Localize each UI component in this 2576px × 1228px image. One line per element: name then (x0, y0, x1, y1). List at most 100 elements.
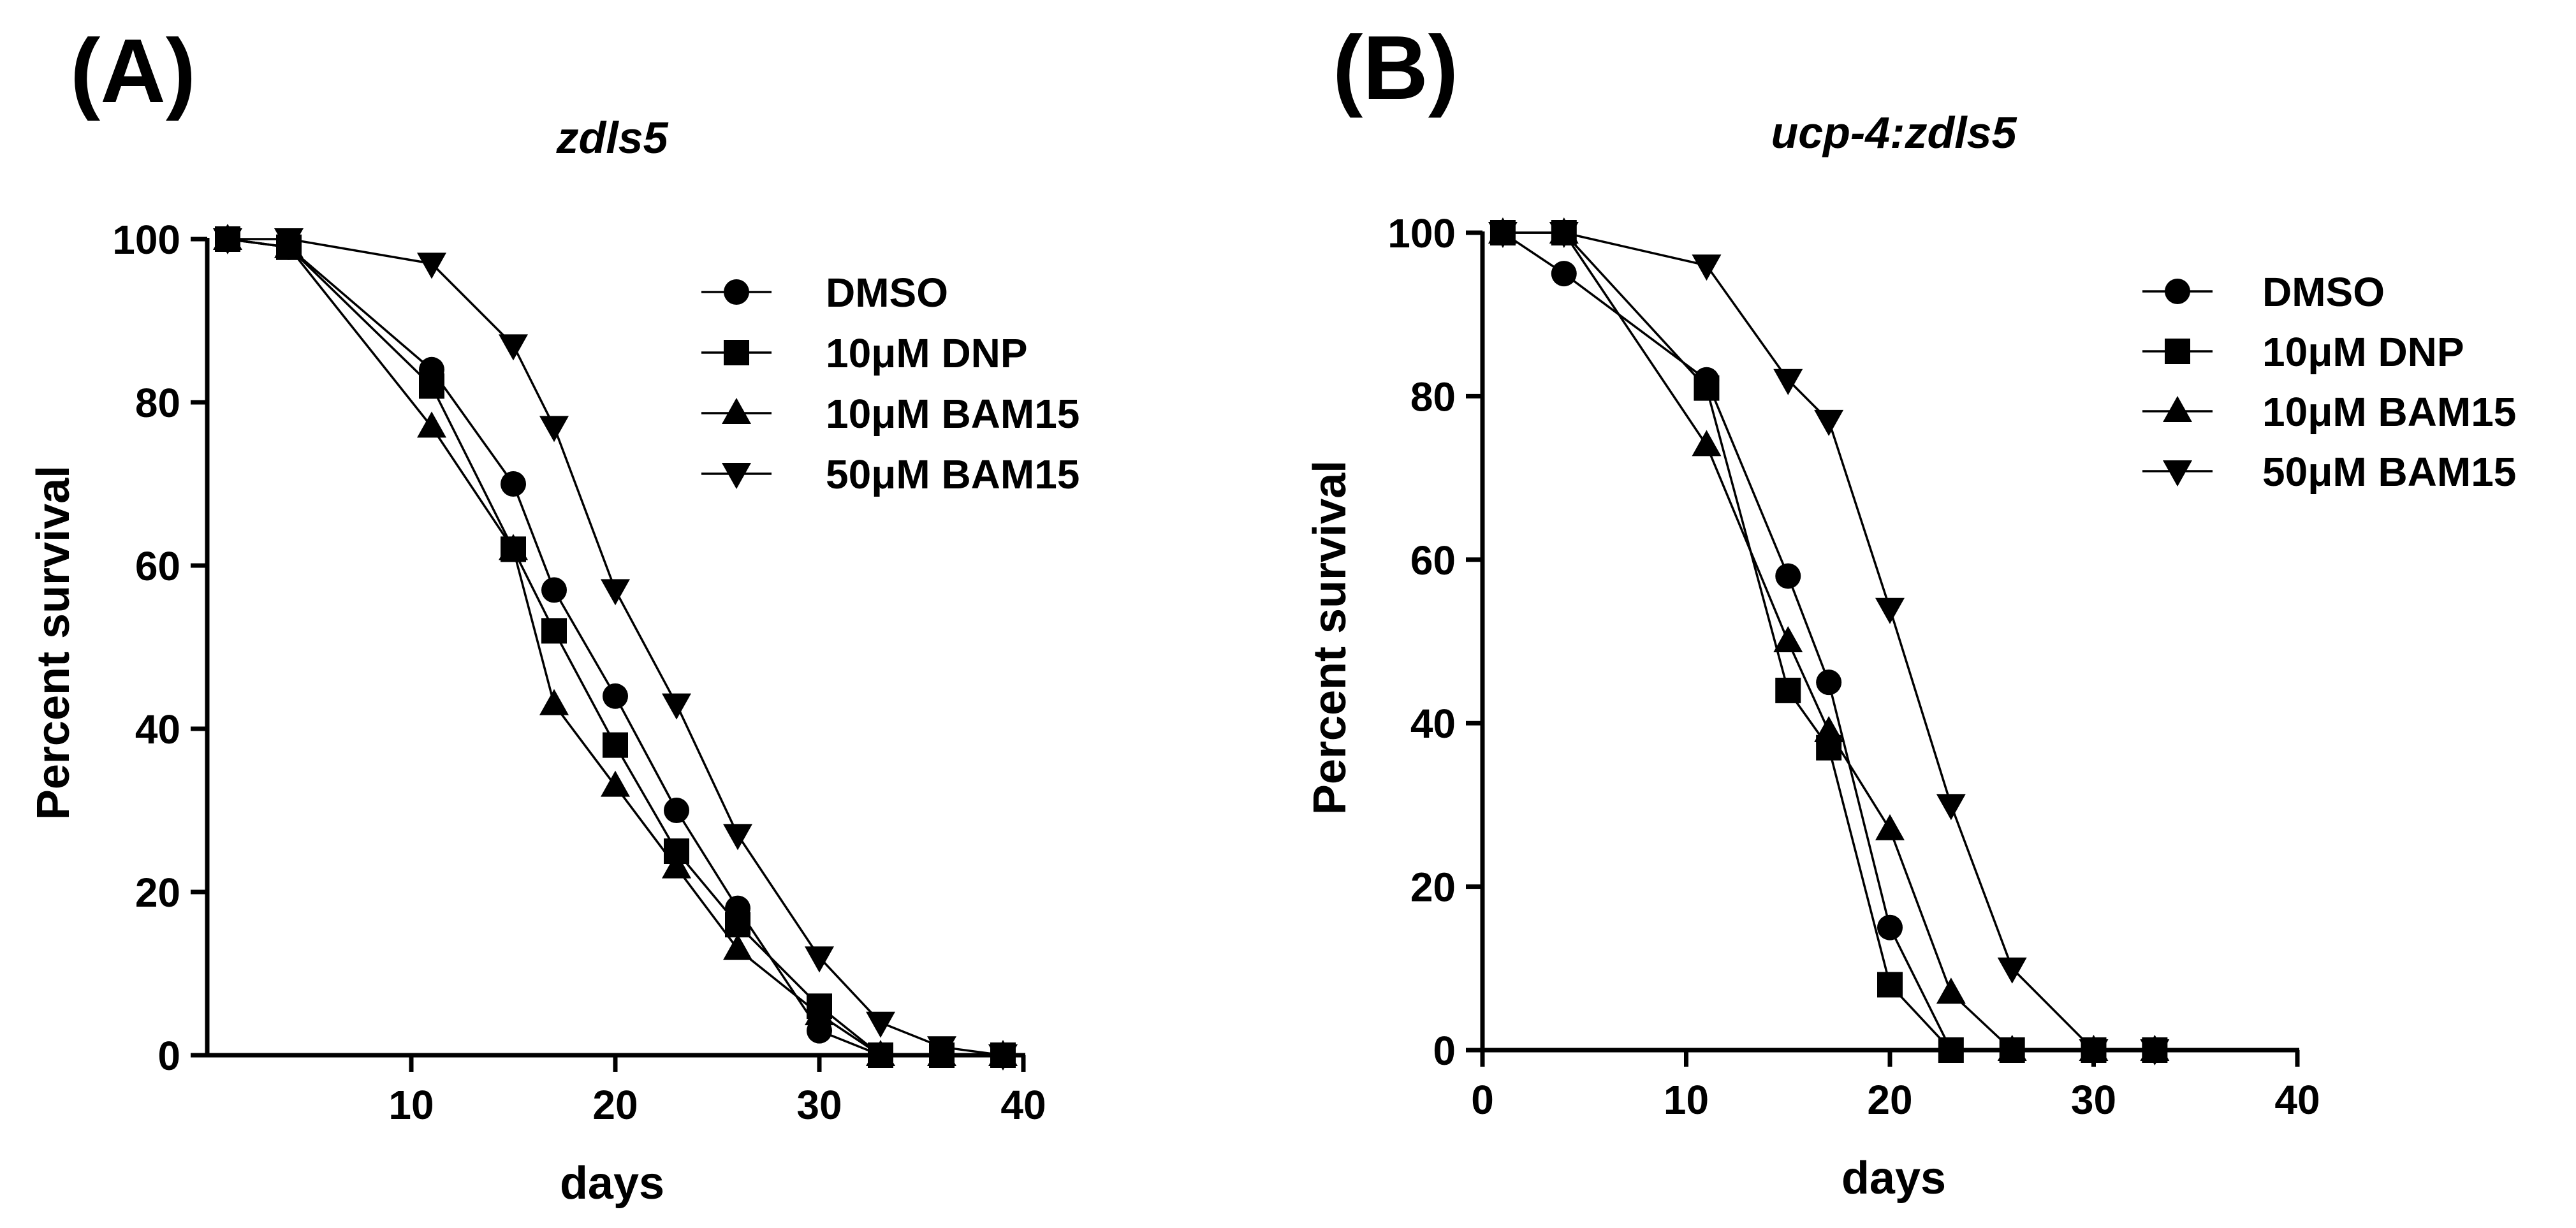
panel-a-legend-label: 10μM BAM15 (826, 391, 1079, 437)
panel-b-y-tick-label: 0 (1433, 1028, 1456, 1074)
panel-a-x-tick-label: 30 (796, 1082, 842, 1128)
panel-b-data-point (1775, 677, 1801, 703)
panel-b-legend-label: DMSO (2262, 269, 2385, 315)
panel-b-series-line-2 (1502, 231, 2155, 1051)
panel-b-y-tick-label: 60 (1410, 537, 1456, 583)
panel-a-data-point (499, 534, 528, 560)
panel-b-legend-marker (2165, 339, 2190, 364)
panel-a-data-point (603, 732, 628, 758)
panel-a-data-point (541, 577, 567, 603)
panel-b-data-point (1875, 814, 1905, 840)
panel-b-legend-label: 10μM BAM15 (2262, 389, 2516, 435)
panel-a-y-tick-label: 40 (135, 706, 180, 752)
panel-a-data-point (501, 471, 526, 497)
panel-b-series-line-3 (1502, 231, 2155, 1051)
panel-a-data-point (541, 618, 567, 644)
panel-b-data-point (2079, 1039, 2109, 1065)
panel-b-y-axis-label: Percent survival (1305, 460, 1356, 815)
panel-a-legend-label: 10μM DNP (826, 330, 1028, 376)
panel-a-data-point (664, 798, 689, 823)
panel-b-y-tick-label: 100 (1387, 210, 1456, 256)
panel-a-data-point (539, 416, 569, 442)
panel-a-letter: (A) (70, 20, 196, 122)
panel-b-x-axis-label: days (1841, 1153, 1946, 1204)
panel-a-data-point (725, 912, 750, 938)
panel-a-data-point (662, 693, 691, 720)
panel-b-letter: (B) (1333, 17, 1458, 119)
panel-b-data-point (1875, 597, 1905, 624)
panel-b-title: ucp-4:zdls5 (1771, 108, 2017, 157)
panel-b-y-tick-label: 40 (1410, 701, 1456, 747)
panel-a-data-point (723, 933, 752, 960)
panel-a-legend-marker (724, 340, 749, 365)
panel-a-legend-label: DMSO (826, 270, 948, 316)
panel-b: (B) ucp-4:zdls5 Percent survival days 0 2… (1305, 17, 2516, 1204)
panel-b-data-point (1877, 972, 1903, 998)
panel-b-x-tick-label: 0 (1471, 1077, 1494, 1123)
panel-b-data-point (1773, 369, 1803, 395)
panel-a-data-point (539, 689, 569, 715)
panel-b-x-tick-label: 10 (1664, 1077, 1709, 1123)
panel-a-data-point (419, 373, 444, 399)
panel-a-legend-label: 50μM BAM15 (826, 451, 1079, 497)
panel-b-y-tick-label: 80 (1410, 374, 1456, 420)
panel-b-legend-label: 10μM DNP (2262, 329, 2464, 375)
panel-b-data-point (1938, 1037, 1964, 1063)
panel-a-x-tick-label: 20 (592, 1082, 638, 1128)
panel-b-legend-marker (2163, 396, 2192, 422)
panel-b-legend-marker (2165, 279, 2190, 304)
panel-a-legend: DMSO 10μM DNP 10μM BAM15 50μM BAM15 (701, 270, 1079, 497)
panel-b-data-point (1814, 716, 1844, 743)
panel-b-data-point (1775, 563, 1801, 589)
panel-a-data-point (866, 1011, 895, 1038)
panel-a-data-point (805, 946, 834, 973)
panel-b-legend-marker (2163, 460, 2192, 486)
panel-a-y-tick-label: 20 (135, 870, 180, 916)
panel-a-data-point (866, 1040, 895, 1066)
panel-a-legend-marker (722, 398, 751, 424)
panel-b-data-point (1773, 626, 1803, 652)
panel-a-y-tick-label: 100 (112, 217, 180, 263)
panel-a-data-point (662, 852, 691, 879)
panel-a-plot: 0 20 40 60 80 100 10 20 30 40 (112, 217, 1046, 1128)
panel-a: (A) zdls5 Percent survival days 0 20 40 60 8… (28, 20, 1079, 1209)
panel-a-data-point (213, 228, 242, 254)
panel-b-series-line-4 (1502, 231, 2155, 1051)
panel-b-data-point (1997, 1035, 2027, 1061)
panel-b-x-tick-label: 30 (2071, 1077, 2116, 1123)
panel-a-x-tick-label: 10 (388, 1082, 434, 1128)
panel-a-y-axis-label: Percent survival (28, 465, 79, 820)
panel-a-data-point (274, 228, 304, 254)
panel-a-y-tick-label: 60 (135, 543, 180, 589)
panel-a-legend-marker (722, 463, 751, 489)
panel-b-data-point (1877, 914, 1903, 940)
panel-a-data-point (499, 334, 528, 361)
panel-b-data-point (1551, 261, 1577, 287)
panel-a-title: zdls5 (555, 113, 668, 163)
panel-b-legend-label: 50μM BAM15 (2262, 449, 2516, 495)
panel-b-plot: 0 20 40 60 80 100 0 10 20 30 40 (1387, 210, 2320, 1123)
panel-a-data-point (603, 683, 628, 709)
panel-a-data-point (601, 579, 630, 606)
panel-b-series-line-1 (1502, 231, 2155, 1051)
panel-a-data-point (417, 252, 446, 279)
panel-a-data-point (417, 411, 446, 438)
panel-b-data-point (1814, 409, 1844, 436)
panel-b-data-point (1936, 977, 1966, 1004)
panel-a-data-point (601, 770, 630, 797)
panel-b-legend: DMSO 10μM DNP 10μM BAM15 50μM BAM15 (2142, 269, 2516, 495)
panel-b-data-point (1692, 430, 1722, 457)
panel-a-data-point (805, 999, 834, 1025)
panel-b-x-tick-label: 20 (1867, 1077, 1912, 1123)
panel-b-data-point (1997, 957, 2027, 984)
panel-a-data-point (927, 1036, 956, 1063)
panel-a-data-point (723, 824, 752, 851)
panel-a-data-point (988, 1044, 1018, 1071)
panel-b-data-point (1692, 254, 1722, 281)
panel-b-data-point (1816, 669, 1842, 696)
panel-b-data-point (2140, 1039, 2170, 1065)
panel-b-data-point (1936, 794, 1966, 821)
panel-a-x-tick-label: 40 (1000, 1082, 1046, 1128)
panel-b-data-point (1694, 375, 1720, 401)
panel-b-data-point (1488, 222, 1518, 248)
